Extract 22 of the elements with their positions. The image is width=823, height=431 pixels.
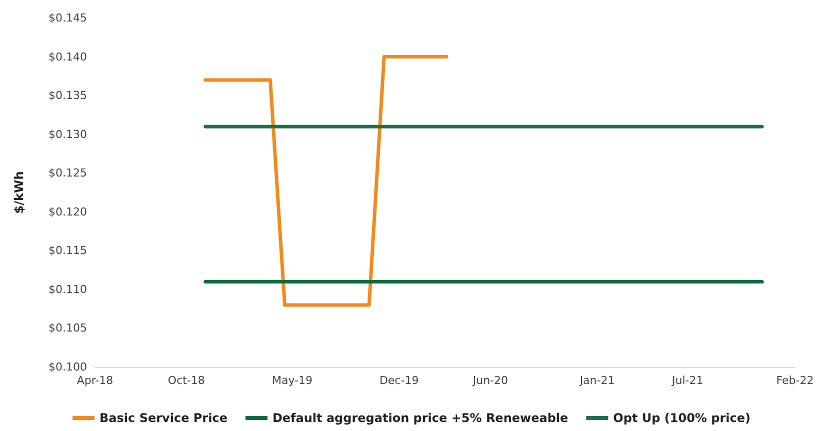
y-tick-label: $0.100 — [48, 360, 87, 374]
legend-label: Basic Service Price — [100, 411, 228, 425]
x-tick-label: Feb-22 — [776, 374, 814, 387]
y-tick-label: $0.120 — [48, 205, 87, 218]
x-tick-label: Apr-18 — [76, 374, 114, 387]
y-axis-title: $/kWh — [12, 171, 26, 214]
y-tick-label: $0.145 — [48, 12, 87, 24]
legend-label: Default aggregation price +5% Reneweable — [272, 411, 568, 425]
y-tick-label: $0.130 — [48, 128, 87, 141]
y-tick-label: $0.105 — [48, 322, 87, 335]
x-tick-label: Jun-20 — [472, 374, 508, 387]
y-tick-label: $0.140 — [48, 50, 87, 64]
x-tick-label: Jul-21 — [671, 374, 704, 387]
y-tick-label: $0.110 — [48, 282, 87, 296]
y-tick-label: $0.115 — [48, 244, 87, 258]
x-tick-label: Oct-18 — [168, 374, 205, 387]
x-tick-label: Jan-21 — [578, 374, 615, 387]
legend-label: Opt Up (100% price) — [613, 411, 750, 425]
x-tick-label: May-19 — [272, 374, 312, 387]
y-tick-label: $0.125 — [48, 166, 87, 180]
y-tick-label: $0.135 — [48, 89, 87, 102]
x-tick-label: Dec-19 — [379, 374, 419, 387]
